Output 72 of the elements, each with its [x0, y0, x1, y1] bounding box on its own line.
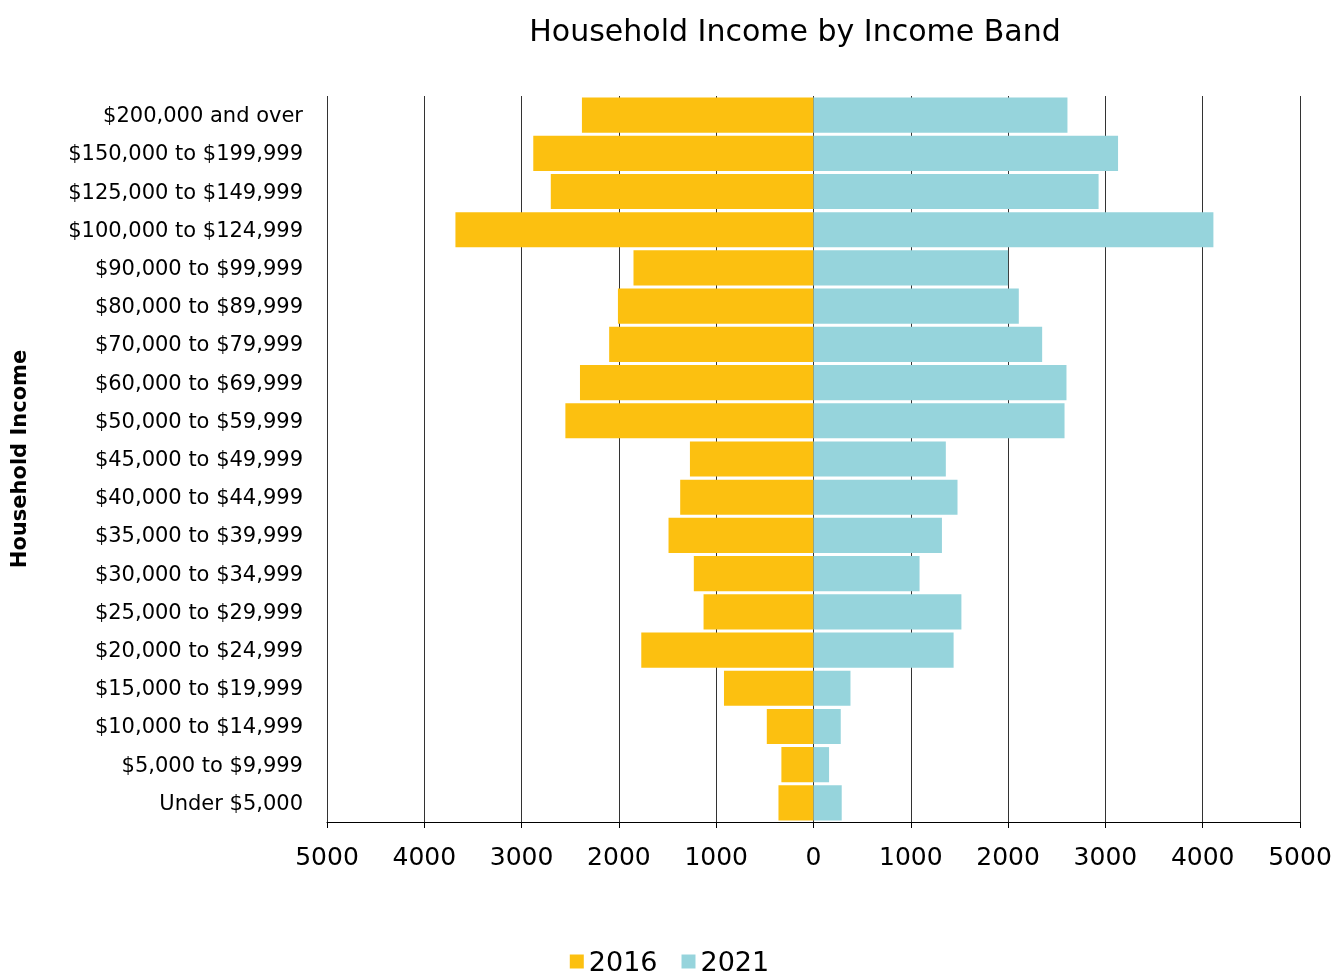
bar [813, 365, 1067, 401]
bar [778, 785, 814, 821]
y-tick-label: $35,000 to $39,999 [94, 523, 303, 548]
bar [813, 97, 1068, 133]
x-tick-label: 2000 [976, 842, 1040, 871]
bar [550, 173, 814, 210]
bar [668, 517, 814, 553]
bar [723, 670, 814, 706]
y-tick-label: $90,000 to $99,999 [94, 255, 303, 280]
y-tick-label: $25,000 to $29,999 [94, 599, 303, 624]
bar [641, 632, 814, 668]
bar [813, 135, 1119, 171]
bar [581, 97, 814, 133]
y-tick-label: $50,000 to $59,999 [94, 408, 303, 433]
bar [813, 212, 1214, 248]
bar [813, 594, 962, 630]
legend-label: 2021 [700, 946, 770, 977]
x-tick-label: 5000 [1268, 842, 1332, 871]
y-tick-label: $10,000 to $14,999 [94, 714, 303, 739]
bar [813, 403, 1065, 439]
x-tick-label: 5000 [295, 842, 359, 871]
bar [693, 556, 814, 592]
y-tick-label: $60,000 to $69,999 [94, 370, 303, 395]
y-tick-label: $20,000 to $24,999 [94, 638, 303, 663]
x-tick-label: 4000 [1170, 842, 1235, 871]
bar [813, 326, 1043, 362]
x-tick-label: 1000 [878, 842, 943, 871]
bar [633, 250, 814, 286]
y-tick-label: $150,000 to $199,999 [68, 141, 303, 166]
y-tick-label: $80,000 to $89,999 [94, 294, 303, 319]
y-tick-label: $30,000 to $34,999 [94, 561, 303, 586]
bar [680, 479, 814, 515]
y-tick-label: Under $5,000 [159, 790, 303, 815]
x-tick-label: 4000 [392, 842, 457, 871]
x-tick-label: 3000 [489, 842, 554, 871]
bar [565, 403, 814, 439]
bar [689, 441, 814, 477]
bar [813, 441, 946, 477]
x-tick-label: 0 [805, 842, 822, 871]
x-tick-label: 3000 [1073, 842, 1138, 871]
bar [455, 212, 814, 248]
bar [813, 479, 958, 515]
bar [813, 670, 851, 706]
bar [703, 594, 814, 630]
x-tick-label: 2000 [587, 842, 651, 871]
y-tick-label: $200,000 and over [103, 103, 304, 128]
bar [813, 250, 1009, 286]
bar [813, 785, 842, 821]
y-tick-label: $70,000 to $79,999 [94, 332, 303, 357]
bar [579, 365, 814, 401]
bar [813, 517, 942, 553]
y-tick-label: $15,000 to $19,999 [94, 676, 303, 701]
chart-title: Household Income by Income Band [529, 12, 1061, 48]
y-tick-label: $5,000 to $9,999 [121, 752, 303, 777]
bar [813, 632, 954, 668]
bar [533, 135, 814, 171]
bar [813, 747, 830, 783]
bar [766, 708, 814, 745]
y-tick-label: $125,000 to $149,999 [68, 179, 303, 204]
x-tick-label: 1000 [684, 842, 749, 871]
bar [609, 326, 814, 362]
bar [813, 556, 920, 592]
legend-label: 2016 [588, 946, 658, 977]
y-tick-label: $40,000 to $44,999 [94, 485, 303, 510]
bar [813, 288, 1019, 324]
bar [617, 288, 814, 324]
y-tick-label: $100,000 to $124,999 [68, 217, 303, 242]
y-axis-title: Household Income [6, 349, 31, 569]
bar [781, 747, 814, 783]
bar [813, 708, 841, 745]
bar [813, 173, 1099, 210]
y-tick-label: $45,000 to $49,999 [94, 447, 303, 471]
